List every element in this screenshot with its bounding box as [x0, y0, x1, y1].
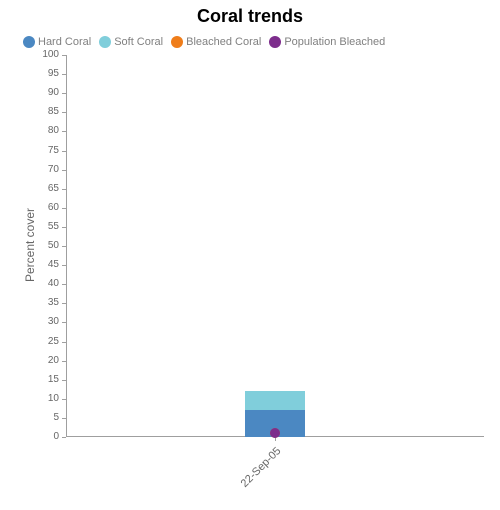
y-tick-label: 95: [29, 69, 59, 79]
y-tick-label: 60: [29, 203, 59, 213]
y-tick-label: 50: [29, 241, 59, 251]
y-tick: [62, 93, 66, 94]
y-tick-label: 20: [29, 356, 59, 366]
legend-item: Bleached Coral: [171, 36, 261, 48]
legend-label: Bleached Coral: [186, 36, 261, 48]
y-tick-label: 15: [29, 375, 59, 385]
plot-area: [66, 55, 484, 437]
y-tick: [62, 418, 66, 419]
y-tick-label: 65: [29, 184, 59, 194]
y-tick-label: 5: [29, 413, 59, 423]
y-tick-label: 100: [29, 50, 59, 60]
x-tick-label: 22-Sep-05: [218, 445, 283, 510]
y-tick: [62, 437, 66, 438]
y-tick: [62, 131, 66, 132]
y-tick-label: 0: [29, 432, 59, 442]
legend-label: Population Bleached: [284, 36, 385, 48]
legend-marker: [171, 36, 183, 48]
y-tick-label: 25: [29, 337, 59, 347]
y-tick-label: 80: [29, 126, 59, 136]
y-tick-label: 55: [29, 222, 59, 232]
legend-item: Hard Coral: [23, 36, 91, 48]
legend-item: Soft Coral: [99, 36, 163, 48]
y-tick: [62, 361, 66, 362]
y-tick-label: 90: [29, 88, 59, 98]
y-tick: [62, 246, 66, 247]
legend-label: Hard Coral: [38, 36, 91, 48]
y-tick: [62, 399, 66, 400]
y-tick: [62, 227, 66, 228]
y-tick-label: 85: [29, 107, 59, 117]
y-tick: [62, 342, 66, 343]
y-tick: [62, 322, 66, 323]
y-tick: [62, 265, 66, 266]
point-population_bleached: [270, 428, 280, 438]
y-tick-label: 75: [29, 146, 59, 156]
chart-title: Coral trends: [197, 6, 303, 27]
y-tick: [62, 55, 66, 56]
y-tick: [62, 170, 66, 171]
y-tick: [62, 380, 66, 381]
y-tick-label: 10: [29, 394, 59, 404]
legend-marker: [99, 36, 111, 48]
bar-soft_coral: [245, 391, 305, 410]
y-tick-label: 35: [29, 298, 59, 308]
y-tick-label: 40: [29, 279, 59, 289]
y-tick: [62, 284, 66, 285]
y-tick-label: 45: [29, 260, 59, 270]
y-tick: [62, 112, 66, 113]
y-axis-line: [66, 55, 67, 437]
y-tick: [62, 208, 66, 209]
y-tick-label: 70: [29, 165, 59, 175]
y-tick: [62, 303, 66, 304]
legend-marker: [23, 36, 35, 48]
legend-label: Soft Coral: [114, 36, 163, 48]
y-tick: [62, 189, 66, 190]
y-tick-label: 30: [29, 317, 59, 327]
legend-item: Population Bleached: [269, 36, 385, 48]
y-tick: [62, 151, 66, 152]
legend: Hard Coral Soft Coral Bleached Coral Popula…: [23, 36, 385, 48]
legend-marker: [269, 36, 281, 48]
y-tick: [62, 74, 66, 75]
